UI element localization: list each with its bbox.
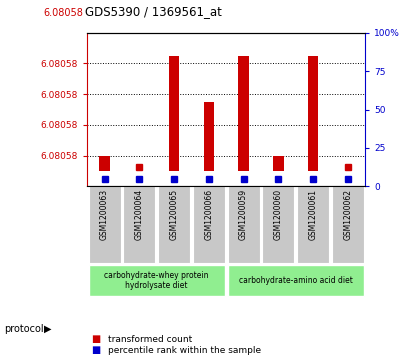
Text: ■: ■: [91, 345, 100, 355]
Bar: [297, 186, 329, 263]
Bar: [169, 56, 179, 171]
Text: ▶: ▶: [44, 324, 51, 334]
Text: ■: ■: [91, 334, 100, 344]
Text: percentile rank within the sample: percentile rank within the sample: [108, 346, 261, 355]
Text: GDS5390 / 1369561_at: GDS5390 / 1369561_at: [85, 5, 222, 18]
Text: carbohydrate-amino acid diet: carbohydrate-amino acid diet: [239, 276, 353, 285]
Text: GSM1200063: GSM1200063: [100, 189, 109, 240]
Bar: [227, 265, 364, 296]
Bar: [88, 265, 225, 296]
Text: GSM1200066: GSM1200066: [204, 189, 213, 240]
Bar: [204, 102, 214, 171]
Text: transformed count: transformed count: [108, 335, 192, 344]
Text: protocol: protocol: [4, 323, 44, 334]
Text: GSM1200065: GSM1200065: [170, 189, 178, 240]
Text: 6.08058: 6.08058: [43, 8, 83, 18]
Bar: [262, 186, 294, 263]
Bar: [99, 156, 110, 171]
Text: GSM1200062: GSM1200062: [343, 189, 352, 240]
Bar: [332, 186, 364, 263]
Bar: [123, 186, 155, 263]
Text: carbohydrate-whey protein
hydrolysate diet: carbohydrate-whey protein hydrolysate di…: [105, 271, 209, 290]
Bar: [158, 186, 190, 263]
Text: GSM1200061: GSM1200061: [309, 189, 317, 240]
Bar: [308, 56, 318, 171]
Bar: [88, 186, 120, 263]
Bar: [238, 56, 249, 171]
Text: GSM1200059: GSM1200059: [239, 189, 248, 240]
Bar: [227, 186, 259, 263]
Text: GSM1200064: GSM1200064: [135, 189, 144, 240]
Bar: [193, 186, 225, 263]
Text: GSM1200060: GSM1200060: [274, 189, 283, 240]
Bar: [273, 156, 283, 171]
